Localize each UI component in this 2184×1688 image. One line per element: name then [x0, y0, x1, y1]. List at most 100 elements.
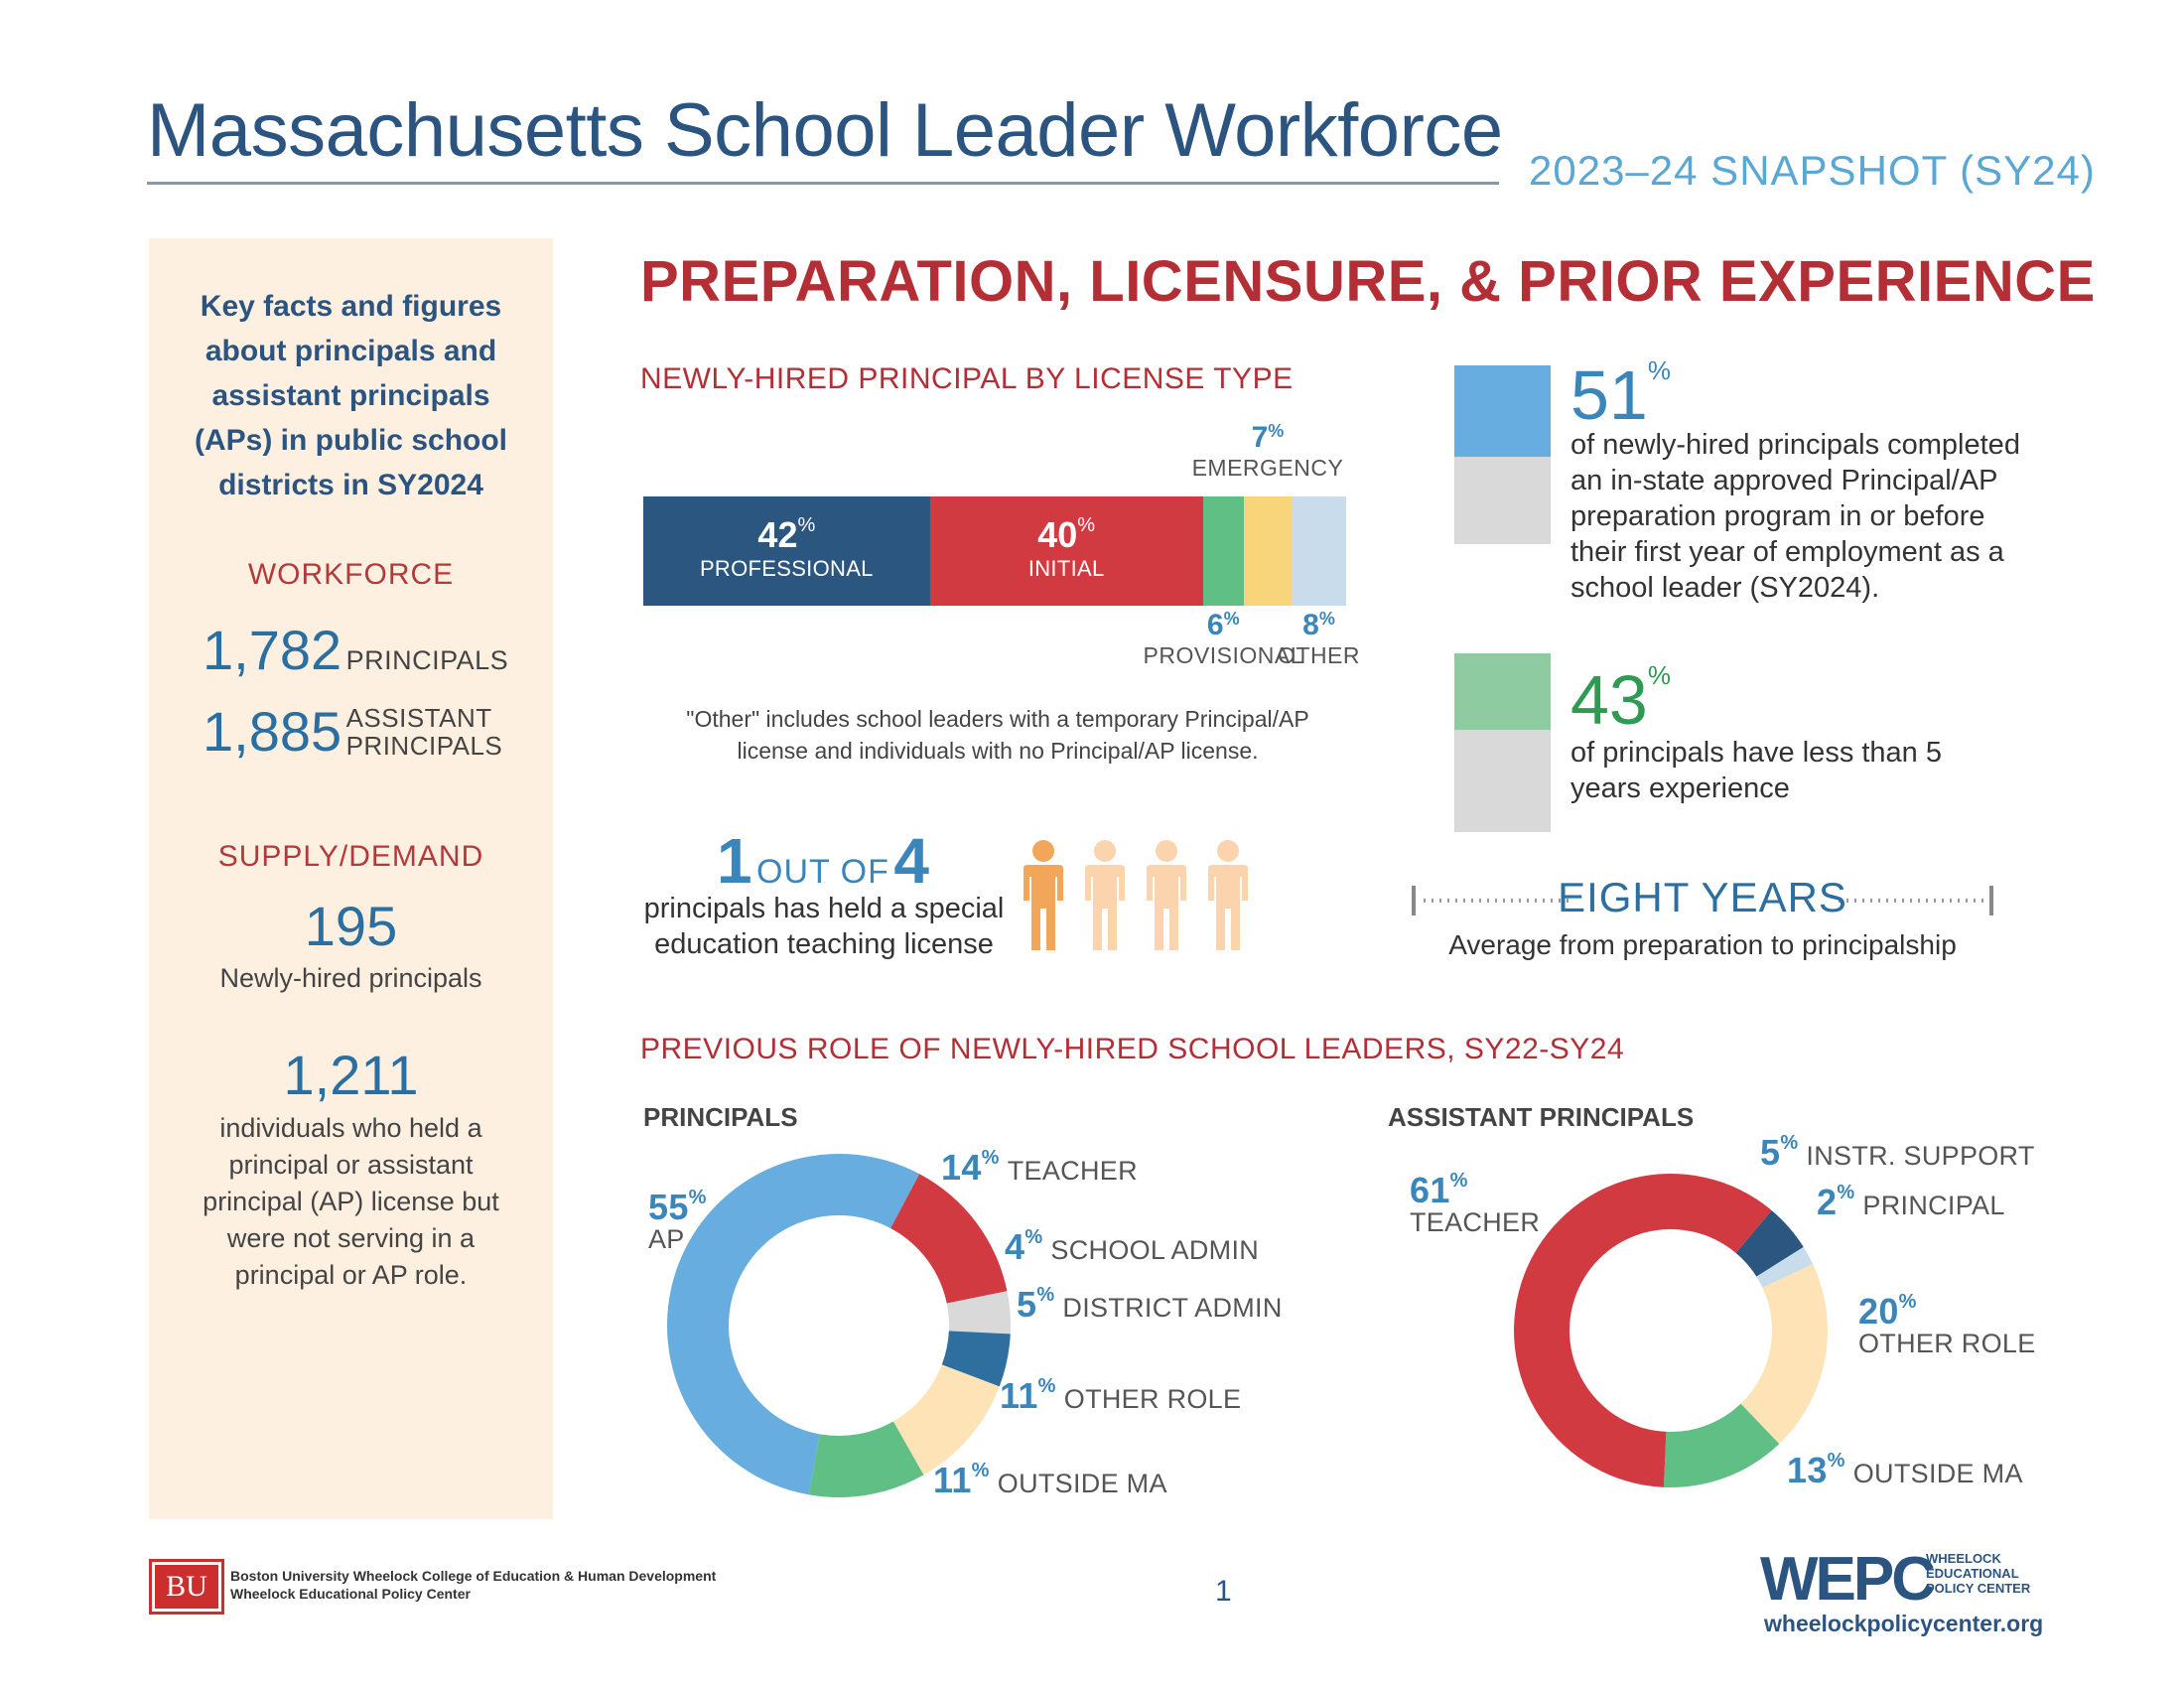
stat2-text: of principals have less than 5 years exp… [1570, 735, 1942, 806]
stat2-bar [1454, 653, 1551, 832]
text-line: an in-state approved Principal/AP [1570, 465, 1998, 496]
stat1-text: of newly-hired principals completed an i… [1570, 427, 2020, 606]
stat1-bar [1454, 365, 1551, 544]
wepc-logo: WEPC [1760, 1545, 1936, 1614]
intro-line: Key facts and figures [200, 290, 502, 323]
bar-segment-label: 8% OTHER [1278, 609, 1360, 668]
donut-label-district-admin: 5% DISTRICT ADMIN [1017, 1284, 1283, 1325]
stat2-number: 43 [1570, 661, 1648, 739]
license-chart-title: NEWLY-HIRED PRINCIPAL BY LICENSE TYPE [640, 362, 1294, 395]
previous-role-title: PREVIOUS ROLE OF NEWLY-HIRED SCHOOL LEAD… [640, 1033, 1625, 1065]
donut-label-teacher: 14% TEACHER [941, 1147, 1138, 1188]
donut-slice-instr-support [1735, 1209, 1804, 1277]
title-divider [147, 182, 1499, 185]
page-title: Massachusetts School Leader Workforce [147, 88, 1503, 173]
donut-slice-other-role [892, 1364, 1000, 1476]
stat1-fill [1454, 365, 1551, 457]
donut-slice-teacher [1514, 1174, 1772, 1487]
note-line: "Other" includes school leaders with a t… [686, 706, 1309, 732]
license-note: "Other" includes school leaders with a t… [640, 703, 1355, 767]
text-line: individuals who held a [219, 1113, 482, 1143]
wepc-url-link[interactable]: wheelockpolicycenter.org [1764, 1611, 2044, 1636]
donut-slice-school-admin [946, 1291, 1011, 1335]
wepc-name-line: WHEELOCK [1926, 1551, 2001, 1566]
text-line: principals has held a special [643, 893, 1005, 924]
bar-segment-provisional [1202, 496, 1244, 606]
bu-logo: BU [149, 1559, 224, 1615]
wepc-name-line: EDUCATIONAL [1926, 1566, 2019, 1581]
license-type-bar: 42% PROFESSIONAL 40% INITIAL 6% PROVISIONAL 7%… [643, 421, 1360, 668]
donut-slice-principal [1756, 1246, 1814, 1288]
person-icons-group [1024, 840, 1248, 950]
aps-donut-chart [1514, 1174, 1828, 1487]
people-icons [1018, 837, 1266, 951]
text-line: preparation program in or before [1570, 500, 1985, 532]
text-line: school leader (SY2024). [1570, 572, 1880, 604]
aps-donut-heading: ASSISTANT PRINCIPALS [1388, 1102, 1695, 1132]
newly-hired-label: Newly-hired principals [219, 963, 482, 993]
intro-line: (APs) in public school [194, 424, 507, 457]
newly-hired-count: 195 [304, 895, 398, 957]
wepc-name: WHEELOCK EDUCATIONAL POLICY CENTER [1926, 1551, 2030, 1596]
bar-segment-label: 40% INITIAL [1027, 514, 1105, 581]
one-of-four-num: 4 [893, 825, 929, 897]
text-line: education teaching license [654, 928, 994, 960]
ap-stat: 1,885 ASSISTANT PRINCIPALS [203, 699, 502, 764]
one-of-four-mid: OUT OF [756, 853, 889, 891]
ap-count: 1,885 [203, 700, 342, 763]
principals-donut-chart [666, 1154, 1011, 1497]
person-icon [1147, 840, 1186, 950]
stat1-number: 51 [1570, 356, 1648, 434]
footer-line: Boston University Wheelock College of Ed… [230, 1568, 717, 1584]
eight-years-sub: Average from preparation to principalshi… [1448, 929, 1957, 960]
eight-years-line [1410, 874, 1995, 923]
text-line: of newly-hired principals completed [1570, 429, 2020, 461]
text-line: of principals have less than 5 [1570, 737, 1942, 769]
pct-sign: % [1647, 660, 1671, 690]
donut-slice-district-admin [941, 1331, 1011, 1387]
snapshot-label: 2023–24 SNAPSHOT (SY24) [1529, 147, 2096, 194]
stat2-fill [1454, 653, 1551, 731]
donut-label-outside-ma: 11% OUTSIDE MA [933, 1460, 1167, 1500]
person-icon [1024, 840, 1063, 950]
wepc-name-line: POLICY CENTER [1926, 1581, 2031, 1596]
text-line: principal (AP) license but [203, 1187, 499, 1216]
bar-segment-label: 7% EMERGENCY [1191, 421, 1344, 481]
license-holders-text: individuals who held a principal or assi… [149, 1110, 553, 1294]
note-line: license and individuals with no Principa… [737, 738, 1259, 764]
donut-label-other-role: 11% OTHER ROLE [1000, 1375, 1242, 1416]
donut-slice-ap [666, 1154, 920, 1495]
text-line: principal or assistant [228, 1150, 474, 1180]
bar-segment-initial [929, 496, 1203, 606]
donut-label-ap: 55% AP [648, 1187, 707, 1254]
intro-line: about principals and [205, 335, 497, 367]
text-line: years experience [1570, 773, 1790, 804]
ap-label-line: PRINCIPALS [345, 730, 503, 761]
intro-line: assistant principals [211, 379, 490, 412]
text-line: their first year of employment as a [1570, 536, 2004, 568]
sidebar-intro: Key facts and figures about principals a… [149, 284, 553, 507]
bar-segment-other [1292, 496, 1346, 606]
bar-segment-label: 42% PROFESSIONAL [699, 514, 874, 581]
license-holders-count: 1,211 [283, 1044, 419, 1106]
person-icon [1085, 840, 1125, 950]
person-icon [1208, 840, 1248, 950]
donut-label-outside-ma: 13% OUTSIDE MA [1787, 1450, 2023, 1490]
bar-segment-emergency [1243, 496, 1292, 606]
donut-label-school-admin: 4% SCHOOL ADMIN [1005, 1226, 1260, 1267]
principals-count: 1,782 [203, 619, 342, 681]
donut-label-instr-support: 5% INSTR. SUPPORT [1760, 1132, 2035, 1173]
principals-donut-heading: PRINCIPALS [643, 1102, 798, 1132]
page-number: 1 [1215, 1575, 1232, 1608]
workforce-heading: WORKFORCE [247, 558, 455, 591]
one-of-four-headline: 1 OUT OF 4 [717, 824, 929, 898]
section-title: PREPARATION, LICENSURE, & PRIOR EXPERIEN… [640, 249, 2096, 314]
donut-label-other-role: 20% OTHER ROLE [1858, 1291, 2036, 1358]
one-of-four-text: principals has held a special education … [640, 891, 1008, 962]
pct-sign: % [1647, 355, 1671, 385]
key-facts-sidebar: Key facts and figures about principals a… [149, 238, 553, 1519]
text-line: principal or AP role. [234, 1260, 468, 1290]
one-of-four-num: 1 [717, 825, 752, 897]
donut-slice-other-role [1740, 1264, 1828, 1445]
eight-years-label: EIGHT YEARS [1558, 874, 1847, 920]
